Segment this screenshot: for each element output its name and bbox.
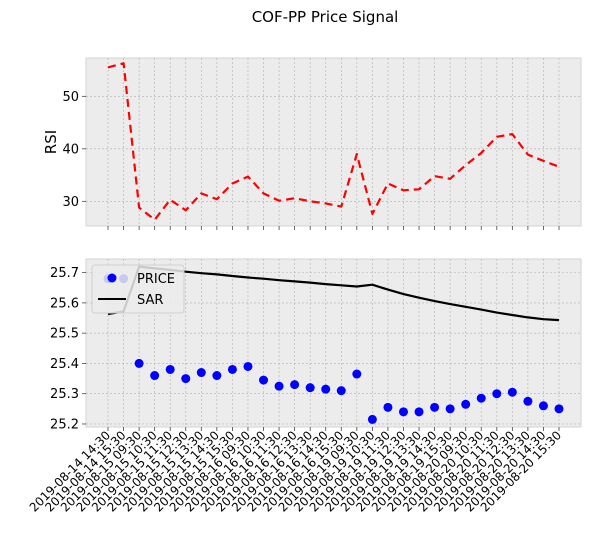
rsi-plot-area <box>85 57 582 227</box>
y-tick-label: 25.4 <box>50 357 79 372</box>
chart-title: COF-PP Price Signal <box>252 8 399 26</box>
price-point <box>227 364 237 374</box>
price-point <box>196 368 206 378</box>
y-tick-label: 50 <box>62 90 79 105</box>
price-point <box>243 361 253 371</box>
price-point <box>134 358 144 368</box>
legend-sar-label: SAR <box>137 293 163 308</box>
rsi-series <box>107 62 560 221</box>
price-point <box>321 384 331 394</box>
legend-price-label: PRICE <box>137 272 175 287</box>
price-y-ticks: 25.2 25.3 25.4 25.5 25.6 25.7 <box>50 266 86 432</box>
price-point <box>212 371 222 381</box>
price-point <box>305 383 315 393</box>
y-tick-label: 40 <box>62 142 79 157</box>
price-point <box>430 402 440 412</box>
y-tick-label: 25.7 <box>50 266 79 281</box>
price-point <box>398 407 408 417</box>
y-tick-label: 25.2 <box>50 417 79 432</box>
price-point <box>367 414 377 424</box>
price-point <box>538 401 548 411</box>
rsi-panel: 30 40 50 RSI <box>42 57 582 230</box>
y-tick-label: 30 <box>62 195 79 210</box>
price-point <box>259 375 269 385</box>
rsi-line <box>107 62 560 221</box>
price-series <box>103 265 564 424</box>
price-point <box>414 407 424 417</box>
price-point <box>290 380 300 390</box>
price-point <box>461 399 471 409</box>
price-point <box>274 381 284 391</box>
rsi-y-ticks: 30 40 50 <box>62 90 86 210</box>
price-point <box>445 404 455 414</box>
price-point <box>476 393 486 403</box>
price-point <box>336 386 346 396</box>
price-point <box>181 374 191 384</box>
price-panel: 25.2 25.3 25.4 25.5 25.6 25.7 PRICE SAR <box>50 258 582 432</box>
legend-price-marker <box>107 273 117 283</box>
y-tick-label: 25.6 <box>50 296 79 311</box>
price-point <box>150 371 160 381</box>
price-point <box>523 396 533 406</box>
price-point <box>352 369 362 379</box>
price-point <box>165 364 175 374</box>
legend: PRICE SAR <box>91 264 185 314</box>
y-tick-label: 25.5 <box>50 327 79 342</box>
rsi-y-axis-label: RSI <box>42 130 60 154</box>
y-tick-label: 25.3 <box>50 387 79 402</box>
price-point <box>507 387 517 397</box>
rsi-grid <box>86 58 581 230</box>
price-point <box>554 404 564 414</box>
price-point <box>492 389 502 399</box>
price-point <box>383 402 393 412</box>
